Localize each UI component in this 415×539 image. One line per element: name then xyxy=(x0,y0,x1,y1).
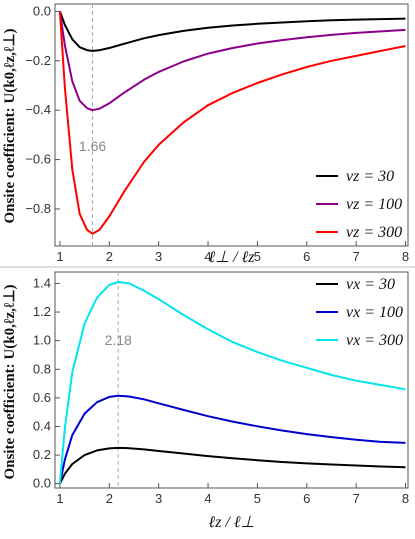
y-axis-label: Onsite coefficient: U(k0,ℓz,ℓ⊥) xyxy=(2,284,18,479)
legend-label: νx = 300 xyxy=(346,332,403,349)
x-tick-label: 3 xyxy=(155,249,162,264)
y-tick-label: 1.0 xyxy=(33,333,51,348)
legend: νz = 30 νz = 100 νz = 300 xyxy=(316,168,402,241)
x-tick-label: 6 xyxy=(303,491,310,506)
legend-label: νz = 100 xyxy=(346,196,402,213)
y-tick-label: −0.8 xyxy=(25,201,51,216)
x-tick-label: 7 xyxy=(353,491,360,506)
legend-label: νz = 300 xyxy=(346,224,402,241)
legend: νx = 30 νx = 100 νx = 300 xyxy=(316,276,403,349)
series-line-1 xyxy=(58,11,406,52)
extremum-annotation: 2.18 xyxy=(105,332,132,348)
x-tick-label: 3 xyxy=(155,491,162,506)
extremum-annotation: 1.66 xyxy=(79,138,106,154)
series-line-3 xyxy=(58,11,406,235)
x-tick-label: 5 xyxy=(254,491,261,506)
x-tick-label: 8 xyxy=(402,491,409,506)
x-tick-label: 2 xyxy=(106,249,113,264)
y-tick-label: 0.8 xyxy=(33,361,51,376)
x-axis-label: ℓz / ℓ⊥ xyxy=(209,514,255,531)
x-tick-label: 4 xyxy=(204,249,211,264)
legend-label: νx = 30 xyxy=(346,276,395,293)
y-tick-label: 0.0 xyxy=(33,476,51,491)
series-line-2 xyxy=(58,394,406,484)
y-tick-label: 0.4 xyxy=(33,418,51,433)
x-axis-label: ℓ⊥ / ℓz xyxy=(209,249,256,266)
y-tick-label: −0.4 xyxy=(25,102,51,117)
x-tick-label: 8 xyxy=(402,249,409,264)
plot-frame xyxy=(54,271,409,489)
legend-label: νz = 30 xyxy=(346,168,394,185)
y-tick-label: 1.4 xyxy=(33,275,51,290)
x-tick-label: 4 xyxy=(204,491,211,506)
x-tick-label: 1 xyxy=(56,491,63,506)
legend-label: νx = 100 xyxy=(346,304,403,321)
y-axis-label: Onsite coefficient: U(k0,ℓz,ℓ⊥) xyxy=(2,28,18,223)
x-tick-label: 1 xyxy=(56,249,63,264)
series-line-1 xyxy=(59,446,406,485)
plot-frame xyxy=(54,3,409,247)
x-tick-label: 6 xyxy=(303,249,310,264)
y-tick-label: 0.2 xyxy=(33,447,51,462)
x-tick-label: 2 xyxy=(106,491,113,506)
series-line-3 xyxy=(58,281,406,484)
y-tick-label: 0.6 xyxy=(33,390,51,405)
y-tick-label: 1.2 xyxy=(33,304,51,319)
x-tick-label: 7 xyxy=(353,249,360,264)
x-tick-label: 5 xyxy=(254,249,261,264)
series-line-2 xyxy=(58,11,406,112)
y-tick-label: 0.0 xyxy=(33,3,51,18)
y-tick-label: −0.6 xyxy=(25,152,51,167)
chart-panel-2: 1 2 3 4 5 6 7 8 0.0 0.2 0.4 0.6 0.8 1.0 1.2 1.4 2.18 νx =… xyxy=(2,271,409,531)
y-tick-label: −0.2 xyxy=(25,53,51,68)
